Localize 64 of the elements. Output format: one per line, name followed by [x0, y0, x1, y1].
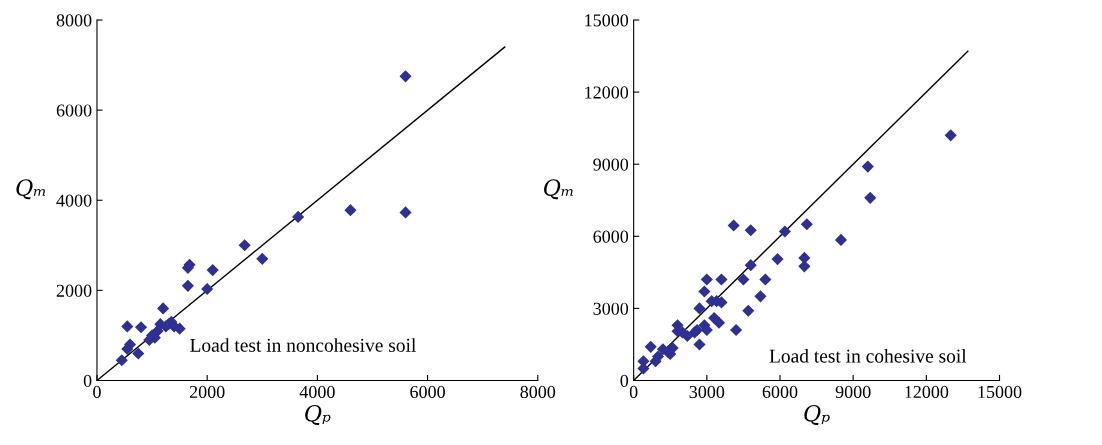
point — [944, 129, 957, 142]
point — [693, 338, 706, 351]
y-tick-label: 9000 — [593, 158, 629, 171]
x-tick-label: 6000 — [762, 385, 798, 399]
x-tick-label: 9000 — [835, 385, 871, 399]
x-tick-label: 15000 — [978, 385, 1022, 399]
x-tick-label: 3000 — [689, 385, 725, 399]
y-tick-label: 0 — [620, 374, 629, 387]
point — [771, 253, 784, 266]
y-tick-label: 0 — [83, 374, 92, 387]
point — [864, 191, 877, 204]
y-tick-label: 3000 — [593, 302, 629, 315]
y-tick-label: 12000 — [585, 86, 629, 99]
point — [834, 233, 848, 246]
point — [201, 282, 214, 296]
point — [181, 279, 194, 292]
y-tick-label: 8000 — [56, 14, 92, 27]
point — [744, 224, 757, 237]
point — [206, 264, 219, 277]
point — [744, 259, 757, 272]
point — [344, 204, 357, 217]
point — [778, 225, 791, 238]
point — [292, 210, 305, 223]
y-tick-label: 6000 — [593, 230, 629, 243]
point — [644, 340, 657, 353]
point — [700, 273, 713, 286]
point — [800, 218, 813, 231]
x-tick-label: 6000 — [410, 385, 445, 399]
annotation: Load test in cohesive soil — [769, 348, 967, 363]
point — [256, 252, 269, 265]
x-axis-title: Qₚ — [804, 404, 830, 425]
point — [132, 347, 145, 360]
point — [708, 311, 721, 325]
x-tick-label: 0 — [93, 385, 101, 399]
point — [121, 320, 134, 333]
point — [754, 290, 767, 303]
x-axis-title: Qₚ — [305, 404, 331, 425]
point — [861, 160, 874, 173]
point — [737, 273, 750, 286]
y-tick-label: 2000 — [56, 284, 92, 297]
y-axis-title: Qₘ — [16, 179, 46, 200]
y-tick-label: 4000 — [56, 194, 92, 207]
point — [693, 302, 706, 315]
x-tick-label: 2000 — [189, 385, 225, 399]
x-tick-label: 0 — [629, 385, 638, 399]
point — [238, 239, 251, 252]
point — [399, 206, 412, 219]
point — [742, 304, 755, 317]
point — [115, 354, 128, 367]
point — [759, 273, 772, 286]
point — [157, 302, 170, 315]
x-tick-label: 12000 — [905, 385, 949, 399]
y-tick-label: 15000 — [585, 14, 629, 27]
point — [730, 323, 743, 337]
point — [399, 70, 412, 83]
annotation: Load test in noncohesive soil — [190, 338, 416, 352]
point — [135, 321, 148, 334]
point — [698, 285, 711, 298]
y-tick-label: 6000 — [56, 104, 92, 117]
x-tick-label: 8000 — [520, 385, 556, 399]
point — [715, 273, 728, 286]
y-axis-title: Qₘ — [544, 179, 573, 200]
x-tick-label: 4000 — [299, 385, 335, 399]
point — [727, 219, 740, 232]
